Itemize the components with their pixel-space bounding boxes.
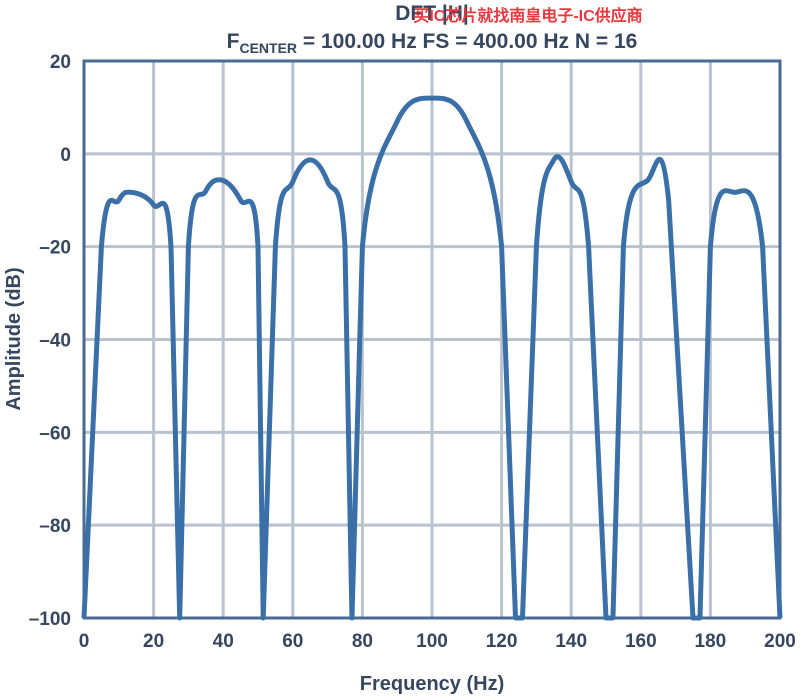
y-tick-label: 20 — [50, 52, 71, 73]
y-tick-label: –100 — [29, 609, 71, 630]
x-tick-label: 80 — [352, 631, 373, 652]
x-tick-label: 200 — [764, 631, 796, 652]
x-tick-label: 20 — [143, 631, 164, 652]
y-tick-label: –80 — [39, 516, 71, 537]
x-tick-label: 40 — [213, 631, 234, 652]
plot-frame — [82, 59, 782, 620]
series-line-dft-magnitude — [81, 95, 783, 621]
x-tick-labels: 0 20 40 60 80 100 120 140 160 180 200 — [79, 631, 796, 652]
chart-subtitle: FCENTER = 100.00 Hz FS = 400.00 Hz N = 1… — [227, 30, 638, 56]
y-axis-label: Amplitude (dB) — [3, 267, 25, 410]
x-tick-label: 100 — [416, 631, 448, 652]
watermark-text: 买IC芯片就找南皇电子-IC供应商 — [413, 6, 642, 25]
grid-lines — [84, 61, 780, 618]
x-axis-label: Frequency (Hz) — [360, 673, 504, 695]
x-tick-label: 60 — [282, 631, 303, 652]
y-tick-label: 0 — [60, 145, 71, 166]
subtitle-rest: = 100.00 Hz FS = 400.00 Hz N = 16 — [297, 30, 637, 53]
x-tick-label: 120 — [486, 631, 518, 652]
subtitle-f: F — [227, 30, 240, 53]
x-tick-label: 180 — [695, 631, 727, 652]
y-tick-label: –60 — [39, 423, 71, 444]
y-tick-labels: 20 0 –20 –40 –60 –80 –100 — [29, 52, 71, 630]
y-tick-label: –20 — [39, 238, 71, 259]
x-tick-label: 160 — [625, 631, 657, 652]
subtitle-center-subscript: CENTER — [239, 40, 297, 56]
x-tick-label: 0 — [79, 631, 90, 652]
x-tick-label: 140 — [555, 631, 587, 652]
chart-title: DFT |H| — [395, 2, 469, 25]
y-tick-label: –40 — [39, 331, 71, 352]
